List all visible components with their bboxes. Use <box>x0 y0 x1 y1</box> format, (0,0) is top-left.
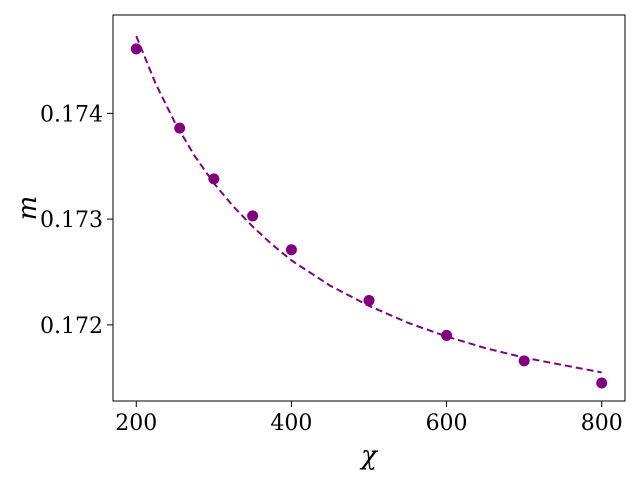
x-tick-label: 400 <box>270 411 312 436</box>
x-tick-label: 800 <box>581 411 623 436</box>
data-point <box>285 244 297 256</box>
x-tick-label: 200 <box>115 411 157 436</box>
y-tick-label: 0.173 <box>40 208 103 233</box>
data-point <box>441 329 453 341</box>
data-point <box>130 43 142 55</box>
data-point <box>596 377 608 389</box>
ticks-layer: 200 400 600 800 0.172 0.173 0.174 <box>40 102 623 436</box>
x-axis-label: χ <box>359 441 379 471</box>
x-tick-label: 600 <box>426 411 468 436</box>
y-tick-label: 0.172 <box>40 314 103 339</box>
data-point <box>208 173 220 185</box>
plot-frame <box>112 14 626 402</box>
fit-curve <box>135 35 602 374</box>
data-point <box>247 210 259 222</box>
series-layer <box>130 35 608 389</box>
data-point <box>363 295 375 307</box>
y-tick-label: 0.174 <box>40 102 103 127</box>
data-point <box>518 355 530 367</box>
data-point <box>174 122 186 134</box>
y-axis-label: m <box>13 196 43 221</box>
